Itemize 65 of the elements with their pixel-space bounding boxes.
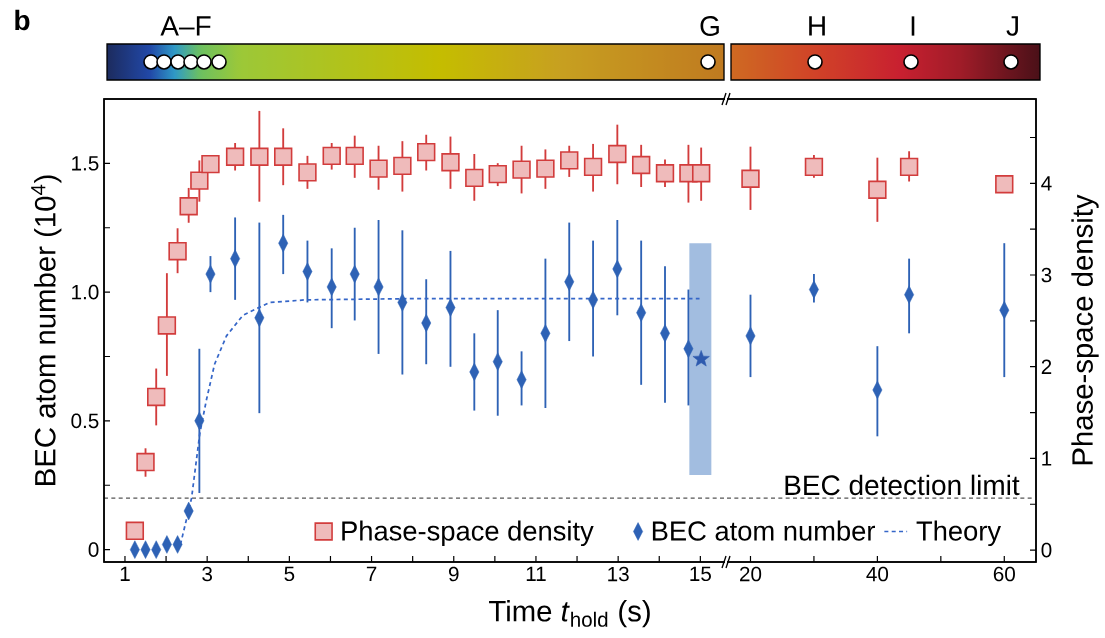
text: I	[911, 16, 915, 36]
point	[512, 160, 531, 179]
point	[560, 151, 579, 170]
text: A–F	[160, 16, 211, 36]
point	[345, 146, 364, 166]
point	[608, 144, 627, 164]
text: b	[15, 9, 30, 31]
x-tick-label: 1	[120, 566, 130, 581]
point	[322, 146, 341, 166]
point	[583, 157, 603, 177]
point	[655, 164, 675, 183]
point	[536, 159, 555, 178]
point	[465, 168, 484, 188]
point	[201, 154, 220, 174]
x-tick-label: 20	[740, 566, 762, 582]
y-tick-label: 0	[1041, 542, 1052, 558]
point	[393, 156, 412, 176]
point	[250, 147, 269, 166]
point	[179, 197, 198, 216]
x-axis-title: Time t$_{hold}$ (s)	[489, 600, 650, 628]
point	[899, 157, 919, 177]
text: H	[809, 16, 825, 36]
point	[190, 171, 209, 190]
y-tick-label: 1	[1042, 451, 1052, 466]
x-tick-label: 60	[993, 566, 1015, 582]
y-tick-label: 2	[1041, 359, 1052, 374]
legend-label: Theory	[916, 520, 1001, 547]
y-tick-label: 4	[1041, 176, 1052, 191]
y-tick-label: 1.5	[72, 156, 99, 171]
point	[741, 169, 760, 188]
y-tick-label: 0	[88, 542, 99, 557]
x-tick-label: 13	[608, 566, 629, 582]
y-axis-title: Phase-space density	[1071, 194, 1099, 465]
point	[136, 452, 155, 472]
point	[868, 180, 887, 199]
text: J	[1006, 16, 1018, 36]
point	[157, 316, 177, 335]
point	[298, 163, 317, 182]
point	[692, 350, 710, 367]
x-tick-label: 9	[448, 566, 459, 582]
legend-label: Phase-space density	[342, 520, 594, 547]
point	[369, 159, 388, 178]
point	[125, 521, 145, 541]
x-tick-label: 15	[690, 566, 711, 582]
x-tick-label: 3	[202, 566, 212, 582]
point	[631, 155, 651, 175]
point	[274, 147, 293, 166]
x-tick-label: 11	[526, 566, 546, 581]
point	[225, 147, 245, 166]
y-tick-label: 3	[1041, 267, 1052, 283]
point	[417, 142, 436, 162]
legend-label: BEC atom number	[652, 520, 876, 541]
ref-line-label: BEC detection limit	[785, 474, 1020, 496]
point	[691, 164, 711, 183]
x-tick-label: 5	[284, 566, 295, 582]
point	[995, 175, 1014, 194]
point	[147, 387, 166, 407]
y-tick-label: 1.0	[72, 284, 99, 300]
x-tick-label: 7	[366, 566, 377, 581]
text: G	[700, 16, 719, 36]
y-tick-label: 0.5	[71, 413, 99, 429]
y-axis-title: BEC atom number (10$^{4}$)	[31, 175, 62, 485]
point	[168, 241, 187, 261]
point	[441, 153, 460, 172]
x-tick-label: 40	[866, 566, 889, 582]
